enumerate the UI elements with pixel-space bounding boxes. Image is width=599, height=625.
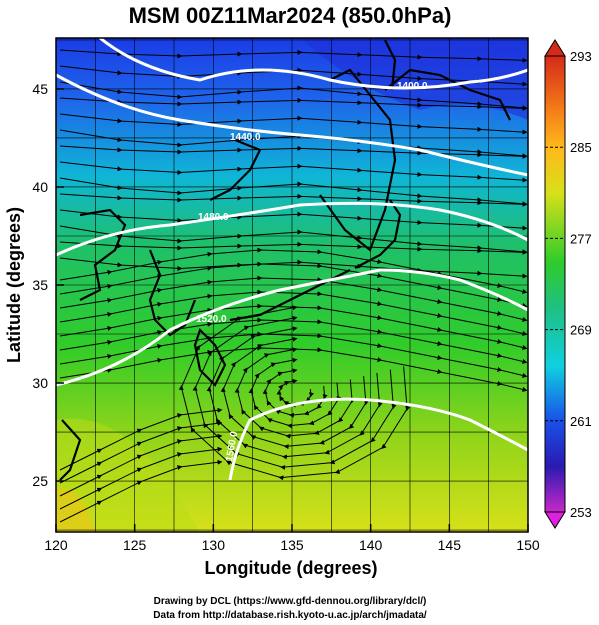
contour-1440	[56, 73, 528, 177]
coastline-hokkaido	[384, 68, 511, 121]
contour-label-1400: 1400.0	[397, 81, 428, 92]
streamline	[59, 193, 528, 207]
x-tick-label: 150	[516, 537, 540, 553]
credit-data: Data from http://database.rish.kyoto-u.a…	[153, 610, 427, 621]
streamline	[59, 49, 528, 63]
streamlines	[59, 49, 528, 523]
contour-1480	[56, 201, 528, 257]
coastline-korea	[148, 249, 197, 337]
contour-label-1560: 1560.0	[224, 430, 240, 462]
y-tick-label: 40	[32, 179, 48, 195]
streamline	[59, 459, 223, 523]
coastlines	[59, 39, 511, 481]
y-tick-label: 35	[32, 277, 48, 293]
contour-1520	[56, 268, 528, 387]
chart-title: MSM 00Z11Mar2024 (850.0hPa)	[129, 3, 452, 28]
x-tick-label: 135	[280, 537, 304, 553]
plot-area: 1400.0 1440.0 1480.0 1520.0 1560.0	[56, 38, 528, 532]
y-tick-label: 30	[32, 375, 48, 391]
x-tick-label: 145	[438, 537, 462, 553]
warmest-region	[56, 488, 95, 532]
x-axis-label: Longitude (degrees)	[204, 558, 377, 578]
coastline-china	[79, 208, 127, 301]
contour-label-1480: 1480.0	[198, 212, 229, 223]
x-tick-label: 140	[359, 537, 383, 553]
x-tick-label: 120	[44, 537, 68, 553]
colorbar: 293 285 277 269 261 253	[544, 39, 592, 529]
colorbar-tick-label: 277	[570, 231, 592, 246]
contour-1400	[99, 38, 528, 90]
colorbar-scale	[544, 55, 566, 513]
colorbar-tick-label: 293	[570, 49, 592, 64]
streamline	[59, 65, 528, 87]
y-axis-label: Latitude (degrees)	[4, 207, 24, 363]
y-tick-label: 45	[32, 81, 48, 97]
y-tick-label: 25	[32, 473, 48, 489]
contours	[56, 38, 528, 481]
y-axis: 25 30 35 40 45	[32, 81, 64, 489]
streamline	[59, 161, 528, 183]
coastline-honshu-east	[354, 199, 402, 269]
colorbar-top-triangle	[544, 39, 566, 57]
colorbar-tick-label: 253	[570, 505, 592, 520]
credit-drawing: Drawing by DCL (https://www.gfd-dennou.o…	[154, 596, 427, 607]
x-axis: 120 125 130 135 140 145 150	[44, 524, 540, 553]
colorbar-tick-label: 269	[570, 323, 592, 338]
streamline	[59, 113, 528, 135]
contour-label-1440: 1440.0	[230, 132, 261, 143]
x-tick-label: 125	[123, 537, 147, 553]
streamline	[178, 305, 411, 481]
coastline-taiwan	[59, 419, 82, 481]
coastline-honshu-north	[319, 68, 397, 252]
coastline-primorye	[209, 138, 262, 201]
colorbar-tick-label: 285	[570, 140, 592, 155]
streamline	[59, 145, 528, 159]
colorbar-tick-label: 261	[570, 414, 592, 429]
colorbar-bottom-triangle	[544, 511, 566, 529]
contour-label-1520: 1520.0	[196, 314, 227, 325]
streamline	[59, 97, 528, 111]
streamline	[59, 209, 528, 231]
coastline-kyushu	[193, 327, 227, 387]
contour-1560	[228, 397, 528, 481]
coastline-sakhalin	[384, 39, 397, 91]
x-tick-label: 130	[202, 537, 226, 553]
contour-labels: 1400.0 1440.0 1480.0 1520.0 1560.0	[196, 81, 428, 463]
